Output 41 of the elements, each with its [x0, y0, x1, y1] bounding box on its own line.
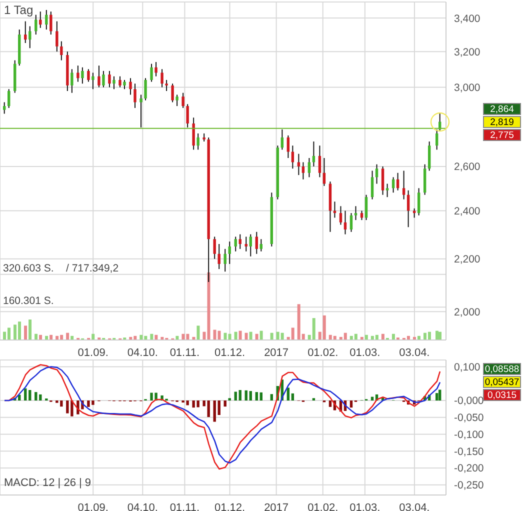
- x-tick-label: 03.04.: [399, 502, 430, 511]
- x-tick-label: 04.10.: [127, 346, 158, 359]
- text: 2,819: [483, 116, 521, 128]
- y-tick-label: -0,200: [454, 462, 484, 475]
- y-tick-label: 0,100: [454, 361, 480, 374]
- text: 2,775: [483, 128, 521, 141]
- chart-subtitle: 1 Tag: [4, 3, 34, 17]
- y-tick-label: 2,000: [454, 306, 480, 318]
- y-tick-label: -0,100: [454, 428, 484, 441]
- x-tick-label: 01.02.: [308, 346, 338, 359]
- x-tick-label: 01.09.: [78, 346, 108, 359]
- x-tick-label: 01.11.: [170, 346, 200, 359]
- y2-tick-label: 320.603 S.: [3, 262, 54, 274]
- y2-tick-label: 160.301 S.: [3, 295, 54, 308]
- x-tick-label: 01.11.: [170, 502, 200, 511]
- text: 0,05437: [483, 376, 521, 388]
- y-tick-label: -0,150: [454, 446, 484, 458]
- x-tick-label: 2017: [264, 502, 289, 511]
- text: 0,0315: [483, 389, 521, 401]
- x-tick-label: 04.10.: [127, 502, 158, 511]
- y-tick-label: 2,200: [454, 254, 480, 266]
- x-tick-label: 01.12.: [214, 502, 246, 511]
- x-tick-label: 01.02.: [308, 502, 338, 511]
- x-tick-label: 2017: [264, 346, 289, 359]
- y-tick-label: 3,000: [454, 82, 480, 94]
- x-tick-label: 01.03.: [350, 346, 380, 359]
- text: 0,08588: [483, 363, 521, 375]
- y-tick-label: 3,200: [454, 46, 480, 58]
- annotation: / 717.349,2: [66, 262, 119, 274]
- x-tick-label: 01.12.: [214, 346, 246, 359]
- text: 2,864: [483, 102, 521, 115]
- y-tick-label: 2,600: [454, 161, 480, 174]
- x-tick-label: 01.03.: [350, 502, 380, 511]
- annotation: MACD: 12 | 26 | 9: [4, 477, 92, 489]
- y-tick-label: -0,000: [454, 395, 484, 408]
- x-tick-label: 03.04.: [399, 346, 430, 359]
- y-tick-label: 3,400: [454, 12, 480, 25]
- y-tick-label: -0,250: [454, 480, 484, 492]
- y-tick-label: -0,050: [454, 412, 484, 424]
- x-tick-label: 01.09.: [78, 502, 108, 511]
- y-tick-label: 2,400: [454, 205, 480, 218]
